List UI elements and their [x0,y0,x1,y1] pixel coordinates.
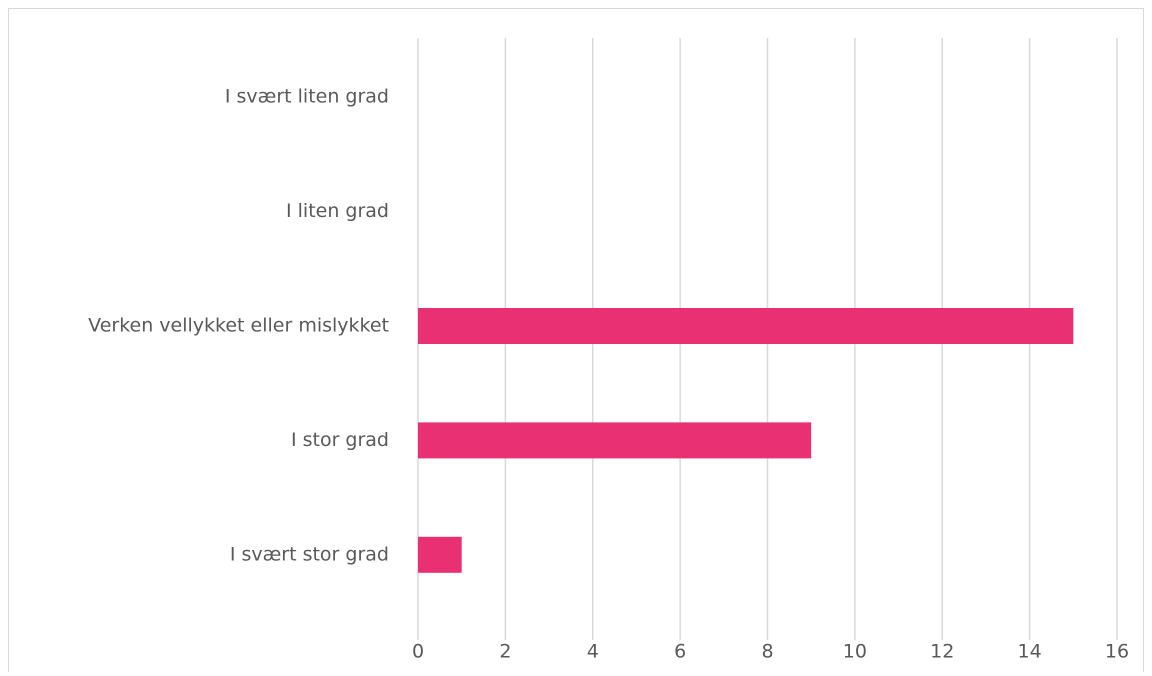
x-tick-label: 10 [843,641,867,663]
x-tick-label: 14 [1018,641,1042,663]
x-tick-label: 6 [674,641,686,663]
y-tick-label: I liten grad [286,200,389,222]
y-tick-label: I stor grad [291,429,389,451]
bar [418,308,1074,344]
x-tick-label: 4 [587,641,599,663]
y-tick-label: I svært liten grad [225,86,389,108]
x-tick-label: 0 [412,641,424,663]
x-tick-label: 8 [761,641,773,663]
x-tick-label: 12 [930,641,954,663]
bar [418,536,462,573]
bar [418,422,812,459]
x-tick-label: 16 [1105,641,1129,663]
y-tick-label: Verken vellykket eller mislykket [88,315,389,337]
x-tick-label: 2 [499,641,511,663]
y-tick-label: I svært stor grad [230,543,389,565]
chart-border [8,8,1144,676]
